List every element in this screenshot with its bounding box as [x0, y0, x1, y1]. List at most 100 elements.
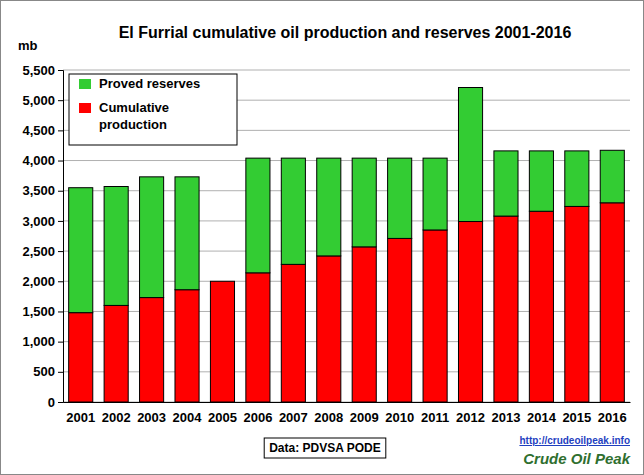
legend-label: Proved reserves	[99, 76, 200, 91]
x-tick: 2004	[173, 410, 203, 425]
bar	[175, 290, 199, 402]
y-tick-mark	[58, 130, 63, 131]
bar	[494, 151, 518, 216]
x-tick: 2016	[598, 410, 627, 425]
plot-area: 0 500 1,000 1,500 2,000 2,500 3,000 3,500 4,000 4…	[22, 63, 630, 425]
x-tick-label: 2012	[456, 410, 485, 425]
legend-swatch	[79, 79, 91, 89]
x-tick-label: 2014	[527, 410, 557, 425]
grid-line	[63, 70, 630, 71]
bar	[246, 273, 270, 402]
bar	[600, 150, 624, 203]
y-tick-mark	[58, 100, 63, 101]
x-tick: 2002	[102, 410, 131, 425]
x-tick-label: 2001	[66, 410, 95, 425]
x-tick: 2001	[66, 410, 95, 425]
bar	[352, 247, 376, 402]
y-tick-mark	[58, 251, 63, 252]
x-tick: 2005	[208, 410, 237, 425]
x-tick-label: 2009	[350, 410, 379, 425]
x-axis: 2001 2002 2003 2004 2005 2006 2007 2008 2009 2010…	[64, 403, 631, 425]
y-tick: 500	[33, 364, 63, 379]
y-tick: 3,500	[22, 183, 63, 198]
x-tick-label: 2005	[208, 410, 237, 425]
legend-item: Cumulativeproduction	[79, 100, 169, 132]
source-note: Data: PDVSA PODE	[264, 438, 386, 458]
bar	[317, 158, 341, 256]
x-tick: 2003	[137, 410, 166, 425]
y-tick-mark	[58, 402, 63, 403]
y-axis-label: mb	[18, 38, 38, 53]
bar	[388, 158, 412, 238]
bar	[317, 256, 341, 402]
y-tick-label: 4,000	[22, 153, 55, 168]
bar	[352, 158, 376, 247]
y-tick: 2,000	[22, 274, 63, 289]
x-tick: 2014	[527, 410, 557, 425]
y-tick-label: 1,000	[22, 334, 55, 349]
bar	[529, 211, 553, 402]
y-tick: 5,500	[22, 63, 63, 78]
bar	[246, 158, 270, 273]
y-tick-mark	[58, 281, 63, 282]
source-text: Data: PDVSA PODE	[269, 441, 381, 455]
bar	[175, 177, 199, 290]
x-tick-label: 2007	[279, 410, 308, 425]
y-tick-label: 4,500	[22, 123, 55, 138]
y-tick: 3,000	[22, 214, 63, 229]
bar	[423, 230, 447, 402]
x-tick: 2011	[421, 410, 449, 425]
x-tick-label: 2008	[314, 410, 343, 425]
bar	[423, 158, 447, 230]
x-tick: 2013	[492, 410, 521, 425]
source-box	[264, 438, 386, 458]
bar	[529, 151, 553, 211]
y-tick: 1,500	[22, 304, 63, 319]
y-tick-label: 2,000	[22, 274, 55, 289]
x-tick-label: 2006	[243, 410, 272, 425]
y-axis: 0 500 1,000 1,500 2,000 2,500 3,000 3,500 4,000 4…	[22, 63, 63, 410]
bar	[140, 177, 164, 298]
y-tick-mark	[58, 311, 63, 312]
y-tick-mark	[58, 70, 63, 71]
x-tick: 2012	[456, 410, 485, 425]
x-tick: 2015	[562, 410, 591, 425]
grid	[63, 70, 630, 402]
x-tick-label: 2010	[385, 410, 414, 425]
y-tick-label: 2,500	[22, 244, 55, 259]
logo-name: Crude Oil Peak	[523, 450, 630, 467]
y-tick: 0	[48, 395, 63, 410]
bar	[494, 216, 518, 402]
x-tick: 2006	[243, 410, 272, 425]
bar	[104, 187, 128, 306]
y-tick: 1,000	[22, 334, 63, 349]
x-tick-label: 2011	[421, 410, 449, 425]
bar	[210, 281, 234, 402]
x-tick: 2010	[385, 410, 414, 425]
y-tick: 4,500	[22, 123, 63, 138]
x-tick-label: 2016	[598, 410, 627, 425]
y-tick-label: 500	[33, 364, 55, 379]
y-tick-label: 5,500	[22, 63, 55, 78]
x-tick: 2009	[350, 410, 379, 425]
x-tick-label: 2015	[562, 410, 591, 425]
y-axis-line	[58, 71, 64, 403]
bar	[104, 305, 128, 402]
y-tick-mark	[58, 342, 63, 343]
title: El Furrial cumulative oil production and…	[119, 24, 572, 41]
legend-label: Cumulativeproduction	[99, 100, 169, 132]
bar	[69, 313, 93, 402]
x-axis-line	[64, 402, 631, 403]
bar	[140, 298, 164, 402]
bar	[565, 151, 589, 207]
bar	[281, 158, 305, 264]
y-tick-mark	[58, 191, 63, 192]
y-tick-label: 3,500	[22, 183, 55, 198]
bar	[69, 188, 93, 313]
y-tick-mark	[58, 372, 63, 373]
x-tick-label: 2002	[102, 410, 131, 425]
legend-item: Proved reserves	[79, 76, 200, 91]
y-tick-label: 1,500	[22, 304, 55, 319]
x-tick: 2008	[314, 410, 343, 425]
legend: Proved reserves Cumulativeproduction	[69, 74, 237, 145]
